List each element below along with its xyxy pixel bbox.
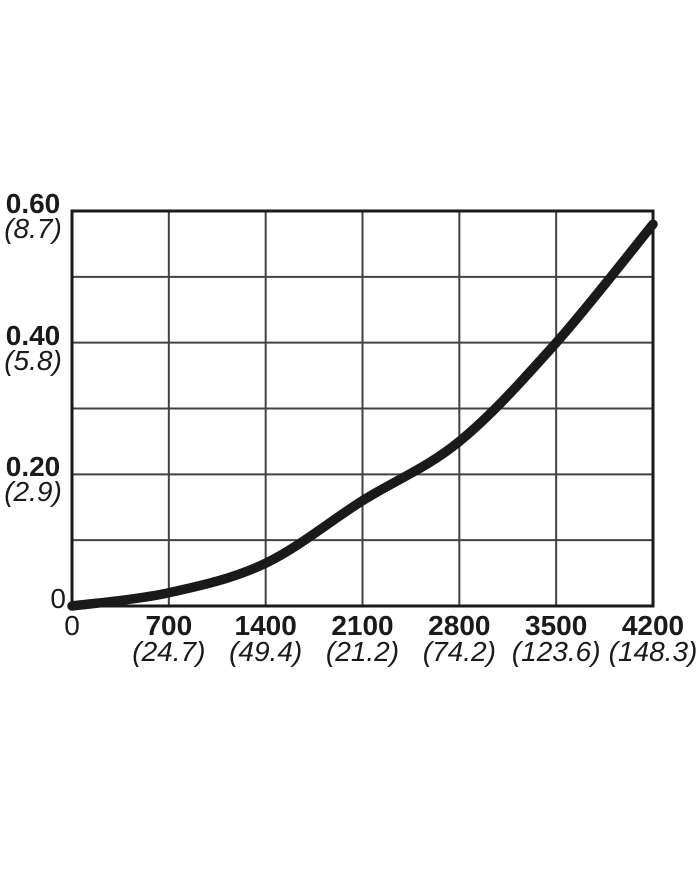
chart-canvas — [67, 209, 658, 611]
y-tick-label: 0 — [50, 583, 66, 614]
x-tick-sublabel: (49.4) — [229, 636, 303, 667]
y-tick-label: 0.20 — [5, 451, 61, 483]
x-tick-label: 1400 — [234, 610, 297, 641]
y-tick-sublabel: (8.7) — [4, 213, 62, 244]
y-tick-label: 0.40 — [5, 319, 61, 351]
x-tick-label: 0 — [64, 610, 80, 641]
y-tick-label: 0.60 — [5, 188, 61, 219]
x-tick-sublabel: (123.6) — [511, 636, 601, 667]
x-tick-label: 2100 — [331, 610, 394, 641]
x-tick-sublabel: (24.7) — [132, 636, 206, 667]
x-tick-sublabel: (21.2) — [325, 636, 400, 667]
plot-border — [70, 209, 655, 608]
x-tick-label: 3500 — [525, 610, 588, 641]
x-tick-label: 2800 — [428, 610, 491, 641]
data-curve — [67, 219, 658, 611]
plot-area — [67, 209, 658, 611]
x-tick-label: 4200 — [621, 610, 685, 641]
y-tick-sublabel: (2.9) — [4, 476, 62, 508]
y-tick-sublabel: (5.8) — [4, 344, 62, 376]
x-tick-sublabel: (74.2) — [422, 636, 496, 667]
x-tick-sublabel: (148.3) — [608, 636, 698, 667]
x-tick-label: 700 — [145, 610, 193, 641]
